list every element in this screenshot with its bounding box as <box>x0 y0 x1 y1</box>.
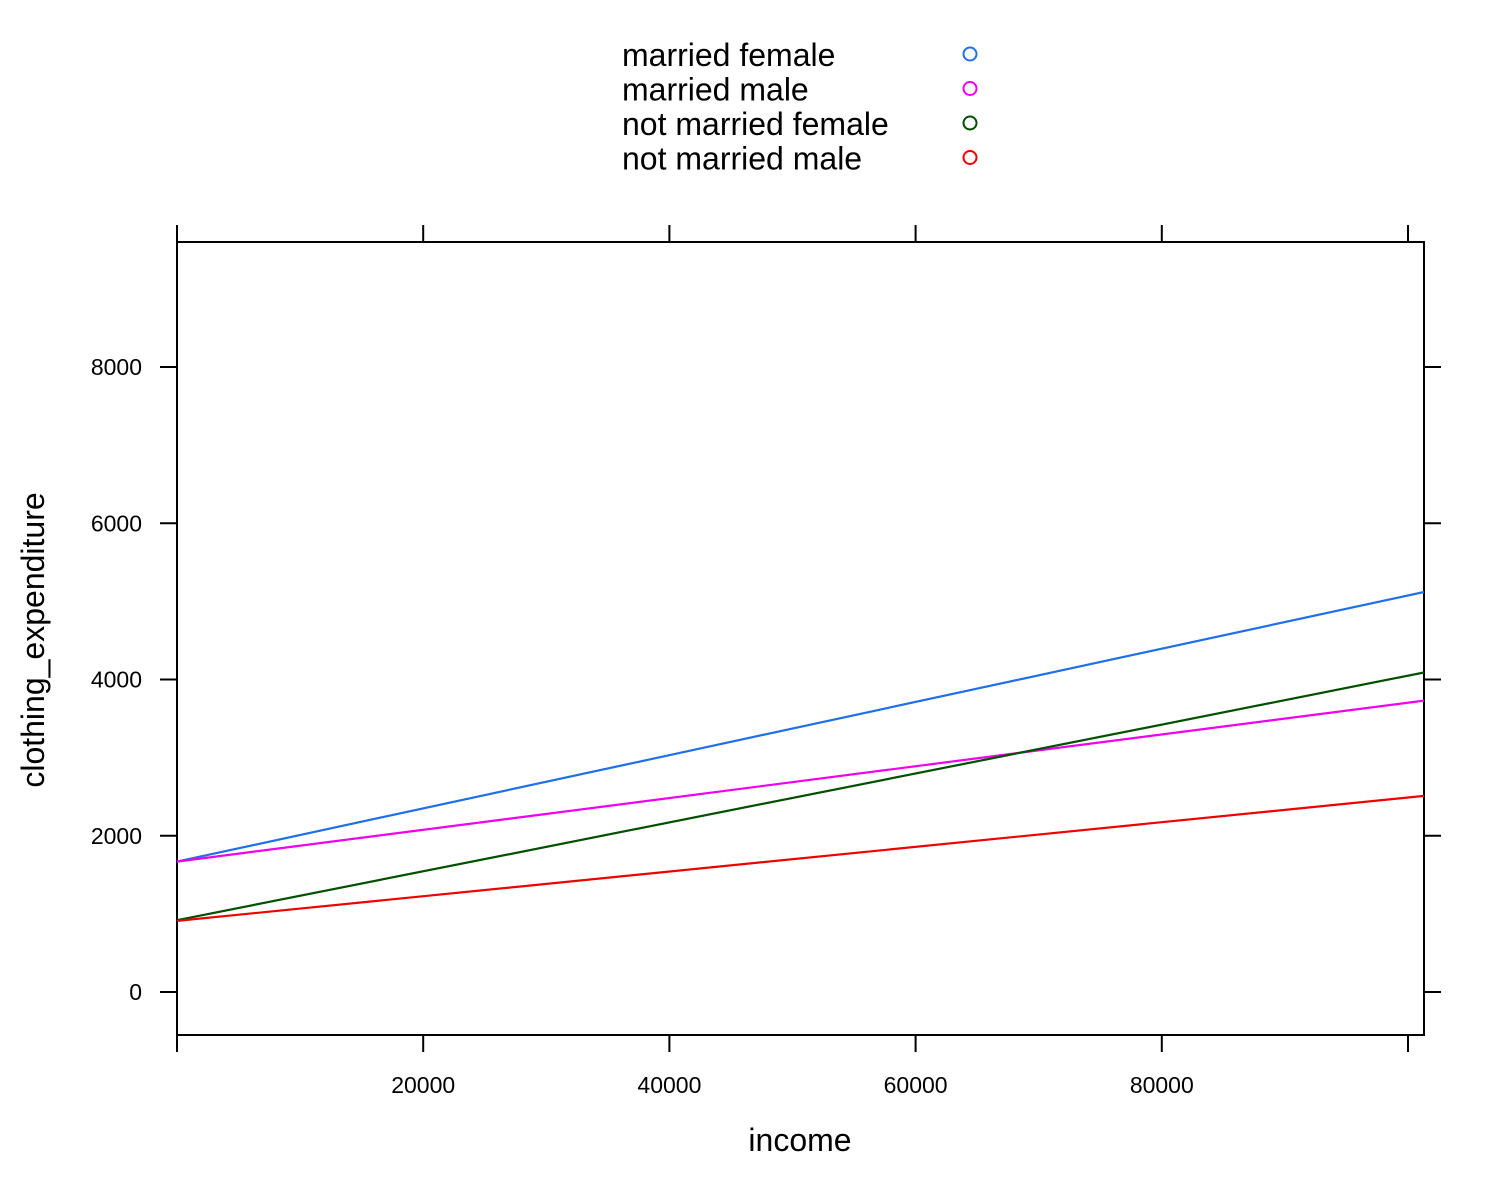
y-tick-label: 6000 <box>91 510 142 536</box>
x-tick-label: 60000 <box>884 1072 948 1098</box>
y-tick-label: 2000 <box>91 823 142 849</box>
y-tick-label: 4000 <box>91 667 142 693</box>
series-line-not-married-female <box>176 671 1425 922</box>
plot-lines <box>176 590 1425 922</box>
legend-marker-not-married-female <box>962 115 978 131</box>
x-axis-title: income <box>748 1122 851 1158</box>
y-tick-label: 8000 <box>91 354 142 380</box>
legend-label: married female <box>622 37 835 73</box>
axes: 20000 40000 60000 80000 0 2000 4000 6000 8000 <box>91 225 1441 1098</box>
x-tick-label: 80000 <box>1130 1072 1194 1098</box>
x-tick-label: 20000 <box>391 1072 455 1098</box>
x-tick-label: 40000 <box>637 1072 701 1098</box>
series-line-not-married-male <box>176 794 1425 922</box>
y-axis-title: clothing_expenditure <box>15 492 51 787</box>
legend-marker-not-married-male <box>962 150 978 165</box>
legend-label: married male <box>622 72 809 108</box>
legend-label: not married male <box>622 141 862 177</box>
legend-marker-married-male <box>962 81 978 96</box>
series-line-married-female <box>176 590 1425 863</box>
y-tick-label: 0 <box>129 979 142 1005</box>
legend-label: not married female <box>622 106 889 142</box>
legend-marker-married-female <box>962 46 978 62</box>
plot-panel-border <box>176 241 1425 1036</box>
series-line-married-male <box>176 699 1425 863</box>
